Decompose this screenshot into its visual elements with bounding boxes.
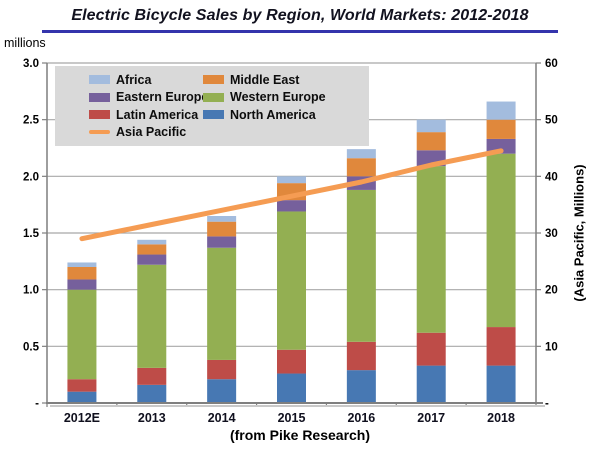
bar-segment-north_america-2017	[416, 365, 446, 403]
legend-column: Africa Eastern Europe Latin America Asia Pa…	[55, 71, 208, 142]
bar-segment-western_europe-2017	[416, 166, 446, 333]
bar-segment-middle_east-2016	[346, 158, 376, 177]
source-caption: (from Pike Research)	[229, 427, 371, 443]
legend-item-africa: Africa	[89, 71, 203, 89]
bar-segment-africa-2013	[137, 239, 167, 245]
left-axis-tick-label: 2.5	[23, 115, 40, 127]
legend-label: Latin America	[116, 107, 199, 122]
bar-segment-middle_east-2012E	[67, 267, 97, 280]
bar-segment-middle_east-2018	[486, 119, 516, 139]
bar-segment-africa-2014	[207, 216, 237, 222]
x-axis-label: 2013	[138, 411, 166, 425]
legend-label: Eastern Europe	[116, 90, 209, 105]
left-axis-tick-label: 3.0	[23, 58, 39, 70]
bar-segment-north_america-2012E	[67, 391, 97, 403]
legend-item-western_europe: Western Europe	[203, 89, 326, 107]
bar-segment-latin_america-2014	[207, 359, 237, 380]
bar-segment-north_america-2018	[486, 365, 516, 403]
legend-swatch-western_europe	[203, 92, 224, 102]
legend-label: Africa	[116, 72, 152, 87]
x-axis-label: 2015	[278, 411, 306, 425]
right-axis-tick-label: 40	[545, 171, 558, 183]
legend-item-eastern_europe: Eastern Europe	[89, 89, 208, 107]
bar-segment-north_america-2015	[277, 373, 306, 403]
legend-swatch-latin_america	[89, 110, 110, 120]
bar-segment-north_america-2016	[346, 370, 376, 403]
title-underline	[42, 30, 558, 33]
bar-segment-latin_america-2017	[416, 332, 446, 366]
bar-segment-africa-2018	[486, 101, 516, 120]
x-axis-label: 2014	[208, 411, 236, 425]
bar-segment-middle_east-2014	[207, 221, 237, 237]
legend-label: Western Europe	[230, 90, 326, 105]
right-axis-title: (Asia Pacific, Millions)	[571, 164, 587, 302]
asia-pacific-line	[79, 148, 504, 242]
bar-segment-western_europe-2018	[486, 153, 516, 328]
chart-title: Electric Bicycle Sales by Region, World …	[71, 7, 529, 24]
left-axis-units-label: millions	[4, 36, 46, 50]
legend-swatch-eastern_europe	[89, 92, 110, 102]
legend-label: Asia Pacific	[116, 125, 187, 140]
right-axis-tick-label: 50	[545, 115, 558, 127]
legend-item-north_america: North America	[203, 106, 326, 124]
right-axis-tick-label: 60	[545, 58, 558, 70]
bar-segment-latin_america-2013	[137, 367, 167, 385]
left-axis-tick-label: 1.0	[23, 285, 39, 297]
bar-segment-latin_america-2012E	[67, 379, 97, 392]
left-axis-tick-label: 0.5	[23, 341, 40, 353]
legend-swatch-middle_east	[203, 75, 224, 85]
bar-segment-africa-2012E	[67, 262, 97, 267]
bar-segment-western_europe-2015	[277, 211, 306, 350]
bar-segment-eastern_europe-2015	[277, 200, 306, 212]
bar-segment-north_america-2013	[137, 384, 167, 403]
legend-swatch-africa	[89, 75, 110, 85]
bar-segment-latin_america-2018	[486, 327, 516, 366]
legend-item-middle_east: Middle East	[203, 71, 326, 89]
x-axis-label: 2017	[417, 411, 445, 425]
bar-segment-western_europe-2014	[207, 247, 237, 360]
bar-segment-middle_east-2017	[416, 132, 446, 151]
legend-swatch-asia_pacific	[89, 130, 110, 135]
x-axis-label: 2012E	[64, 411, 100, 425]
bar-segment-africa-2017	[416, 119, 446, 133]
bar-segment-western_europe-2016	[346, 189, 376, 342]
right-axis-tick-label: -	[545, 398, 549, 410]
left-axis-tick-label: -	[35, 398, 39, 410]
left-axis-tick-label: 1.5	[23, 228, 40, 240]
legend-label: Middle East	[230, 72, 300, 87]
bar-segment-eastern_europe-2014	[207, 236, 237, 248]
bar-segment-latin_america-2016	[346, 341, 376, 371]
right-axis-tick-label: 30	[545, 228, 558, 240]
bar-segment-eastern_europe-2013	[137, 254, 167, 265]
legend-item-latin_america: Latin America	[89, 106, 203, 124]
legend-column: Middle East Western Europe North America	[203, 71, 326, 141]
bar-segment-middle_east-2013	[137, 244, 167, 255]
bar-segment-africa-2016	[346, 149, 376, 159]
bar-segment-africa-2015	[277, 176, 306, 184]
legend-swatch-north_america	[203, 110, 224, 120]
bar-segment-north_america-2014	[207, 379, 237, 403]
bar-segment-eastern_europe-2012E	[67, 279, 97, 290]
right-axis-tick-label: 20	[545, 285, 558, 297]
x-axis-label: 2016	[347, 411, 375, 425]
legend-label: North America	[230, 107, 316, 122]
x-axis-label: 2018	[487, 411, 515, 425]
bar-segment-western_europe-2012E	[67, 289, 97, 380]
bar-segment-latin_america-2015	[277, 349, 306, 374]
legend: Africa Eastern Europe Latin America Asia Pa…	[55, 66, 369, 146]
legend-item-asia_pacific: Asia Pacific	[89, 124, 203, 142]
left-axis-tick-label: 2.0	[23, 171, 39, 183]
bar-segment-western_europe-2013	[137, 264, 167, 368]
right-axis-tick-label: 10	[545, 341, 558, 353]
